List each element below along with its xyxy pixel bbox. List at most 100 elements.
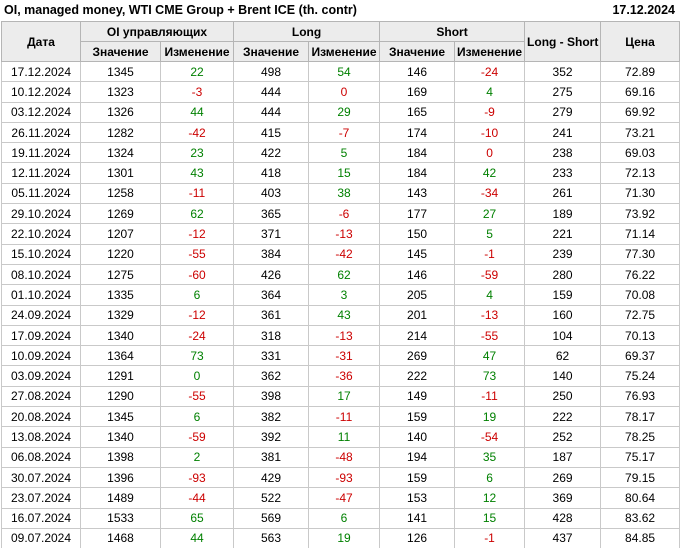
long-short-cell: 160 xyxy=(524,304,602,326)
title-bar: OI, managed money, WTI CME Group + Brent… xyxy=(0,0,680,21)
oi-value-cell: 1282 xyxy=(80,121,161,144)
oi-value-cell: 1364 xyxy=(80,345,161,367)
price-cell: 84.85 xyxy=(600,527,680,548)
short-value-cell: 184 xyxy=(379,162,456,184)
long-value-cell: 415 xyxy=(233,121,310,144)
price-cell: 72.89 xyxy=(600,60,680,83)
table-body: 17.12.2024 1345 22 498 54 146 -24 352 72.89 10.12… xyxy=(1,60,680,548)
oi-value-cell: 1533 xyxy=(80,507,161,529)
price-cell: 75.24 xyxy=(600,365,680,387)
table-row: 17.09.2024 1340 -24 318 -13 214 -55 104 70.13 xyxy=(1,324,680,347)
date-cell: 03.12.2024 xyxy=(1,101,81,123)
long-change-cell: -42 xyxy=(308,243,381,265)
short-change-cell: 5 xyxy=(454,223,526,245)
long-change-cell: 29 xyxy=(308,101,381,123)
short-change-cell: -10 xyxy=(454,121,526,144)
oi-change-cell: 65 xyxy=(159,507,235,529)
long-short-cell: 187 xyxy=(524,446,602,468)
oi-change-cell: 73 xyxy=(159,345,235,367)
column-group-oi: OI управляющих xyxy=(79,21,235,42)
date-cell: 16.07.2024 xyxy=(1,507,81,529)
short-value-cell: 140 xyxy=(379,426,456,448)
short-change-cell: 0 xyxy=(454,142,526,164)
short-change-cell: -1 xyxy=(454,527,526,548)
long-short-cell: 428 xyxy=(524,507,602,529)
date-cell: 24.09.2024 xyxy=(1,304,81,326)
long-change-cell: -47 xyxy=(308,487,381,509)
price-cell: 73.21 xyxy=(600,121,680,144)
long-short-cell: 140 xyxy=(524,365,602,387)
oi-change-cell: -24 xyxy=(159,324,235,347)
long-short-cell: 238 xyxy=(524,142,602,164)
long-value-cell: 498 xyxy=(233,60,310,83)
oi-data-table: Дата OI управляющих Long Short Long - Sh… xyxy=(1,21,680,548)
oi-value-cell: 1275 xyxy=(80,263,161,286)
table-row: 20.08.2024 1345 6 382 -11 159 19 222 78.17 xyxy=(1,406,680,428)
short-value-cell: 269 xyxy=(379,345,456,367)
long-short-cell: 275 xyxy=(524,81,602,103)
oi-change-cell: -59 xyxy=(159,426,235,448)
short-value-cell: 145 xyxy=(379,243,456,265)
long-change-cell: 54 xyxy=(308,60,381,83)
oi-value-cell: 1301 xyxy=(80,162,161,184)
long-change-cell: 19 xyxy=(308,527,381,548)
oi-change-cell: -12 xyxy=(159,304,235,326)
price-cell: 69.37 xyxy=(600,345,680,367)
oi-change-cell: -93 xyxy=(159,466,235,489)
long-short-cell: 437 xyxy=(524,527,602,548)
short-change-cell: -9 xyxy=(454,101,526,123)
price-cell: 70.08 xyxy=(600,284,680,306)
long-value-cell: 522 xyxy=(233,487,310,509)
long-value-cell: 361 xyxy=(233,304,310,326)
price-cell: 69.03 xyxy=(600,142,680,164)
table-row: 23.07.2024 1489 -44 522 -47 153 12 369 80.64 xyxy=(1,487,680,509)
column-group-short: Short xyxy=(379,21,526,42)
short-value-cell: 201 xyxy=(379,304,456,326)
short-value-cell: 169 xyxy=(379,81,456,103)
short-change-cell: 42 xyxy=(454,162,526,184)
oi-change-cell: 2 xyxy=(159,446,235,468)
short-change-cell: 15 xyxy=(454,507,526,529)
table-row: 01.10.2024 1335 6 364 3 205 4 159 70.08 xyxy=(1,284,680,306)
short-value-cell: 143 xyxy=(379,182,456,205)
price-cell: 79.15 xyxy=(600,466,680,489)
price-cell: 78.25 xyxy=(600,426,680,448)
short-value-cell: 177 xyxy=(379,203,456,225)
oi-value-cell: 1269 xyxy=(80,203,161,225)
long-short-cell: 250 xyxy=(524,385,602,408)
date-cell: 06.08.2024 xyxy=(1,446,81,468)
long-value-cell: 318 xyxy=(233,324,310,347)
oi-change-cell: -60 xyxy=(159,263,235,286)
oi-value-cell: 1345 xyxy=(80,406,161,428)
long-change-cell: 43 xyxy=(308,304,381,326)
long-change-cell: 3 xyxy=(308,284,381,306)
long-value-cell: 362 xyxy=(233,365,310,387)
long-change-cell: 5 xyxy=(308,142,381,164)
long-short-cell: 222 xyxy=(524,406,602,428)
oi-change-cell: 6 xyxy=(159,406,235,428)
subheader-oi-change: Изменение xyxy=(159,41,235,62)
long-change-cell: -7 xyxy=(308,121,381,144)
subheader-short-value: Значение xyxy=(379,41,456,62)
subheader-long-change: Изменение xyxy=(308,41,381,62)
oi-change-cell: 22 xyxy=(159,60,235,83)
long-value-cell: 403 xyxy=(233,182,310,205)
table-row: 13.08.2024 1340 -59 392 11 140 -54 252 78.25 xyxy=(1,426,680,448)
long-change-cell: 17 xyxy=(308,385,381,408)
table-row: 08.10.2024 1275 -60 426 62 146 -59 280 76.22 xyxy=(1,263,680,286)
long-short-cell: 104 xyxy=(524,324,602,347)
date-cell: 10.09.2024 xyxy=(1,345,81,367)
table-row: 09.07.2024 1468 44 563 19 126 -1 437 84.85 xyxy=(1,527,680,548)
price-cell: 72.75 xyxy=(600,304,680,326)
long-value-cell: 569 xyxy=(233,507,310,529)
oi-value-cell: 1335 xyxy=(80,284,161,306)
column-header-price: Цена xyxy=(600,21,680,62)
long-change-cell: -31 xyxy=(308,345,381,367)
oi-change-cell: -44 xyxy=(159,487,235,509)
table-row: 22.10.2024 1207 -12 371 -13 150 5 221 71.14 xyxy=(1,223,680,245)
short-change-cell: -1 xyxy=(454,243,526,265)
date-cell: 08.10.2024 xyxy=(1,263,81,286)
table-row: 15.10.2024 1220 -55 384 -42 145 -1 239 77.30 xyxy=(1,243,680,265)
long-short-cell: 280 xyxy=(524,263,602,286)
date-cell: 27.08.2024 xyxy=(1,385,81,408)
